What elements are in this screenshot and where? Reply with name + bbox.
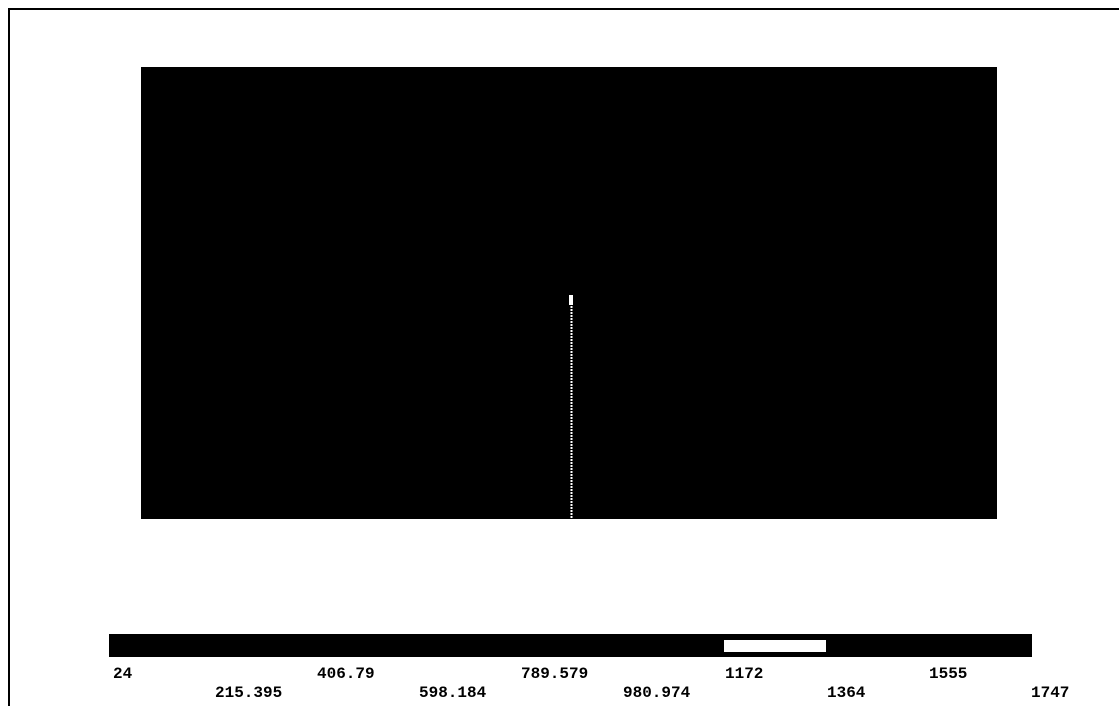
viewer: 24 215.395 406.79 598.184 789.579 980.974 1172…: [0, 0, 1119, 706]
image-display: [141, 67, 997, 519]
colorbar-label: 1364: [827, 684, 866, 702]
colorbar-label: 1172: [725, 665, 763, 683]
colorbar-highlight: [724, 640, 826, 652]
colorbar-label: 1555: [929, 665, 967, 683]
image-feature-top: [569, 295, 573, 305]
colorbar-label: 1747: [1031, 684, 1069, 702]
colorbar-label: 789.579: [521, 665, 588, 683]
colorbar: [109, 634, 1032, 657]
colorbar-labels: 24 215.395 406.79 598.184 789.579 980.974 1172…: [113, 665, 1069, 702]
colorbar-label: 598.184: [419, 684, 487, 702]
colorbar-label: 406.79: [317, 665, 375, 683]
colorbar-label: 980.974: [623, 684, 691, 702]
colorbar-label: 24: [113, 665, 133, 683]
page: 24 215.395 406.79 598.184 789.579 980.974 1172…: [0, 0, 1119, 706]
colorbar-label: 215.395: [215, 684, 282, 702]
